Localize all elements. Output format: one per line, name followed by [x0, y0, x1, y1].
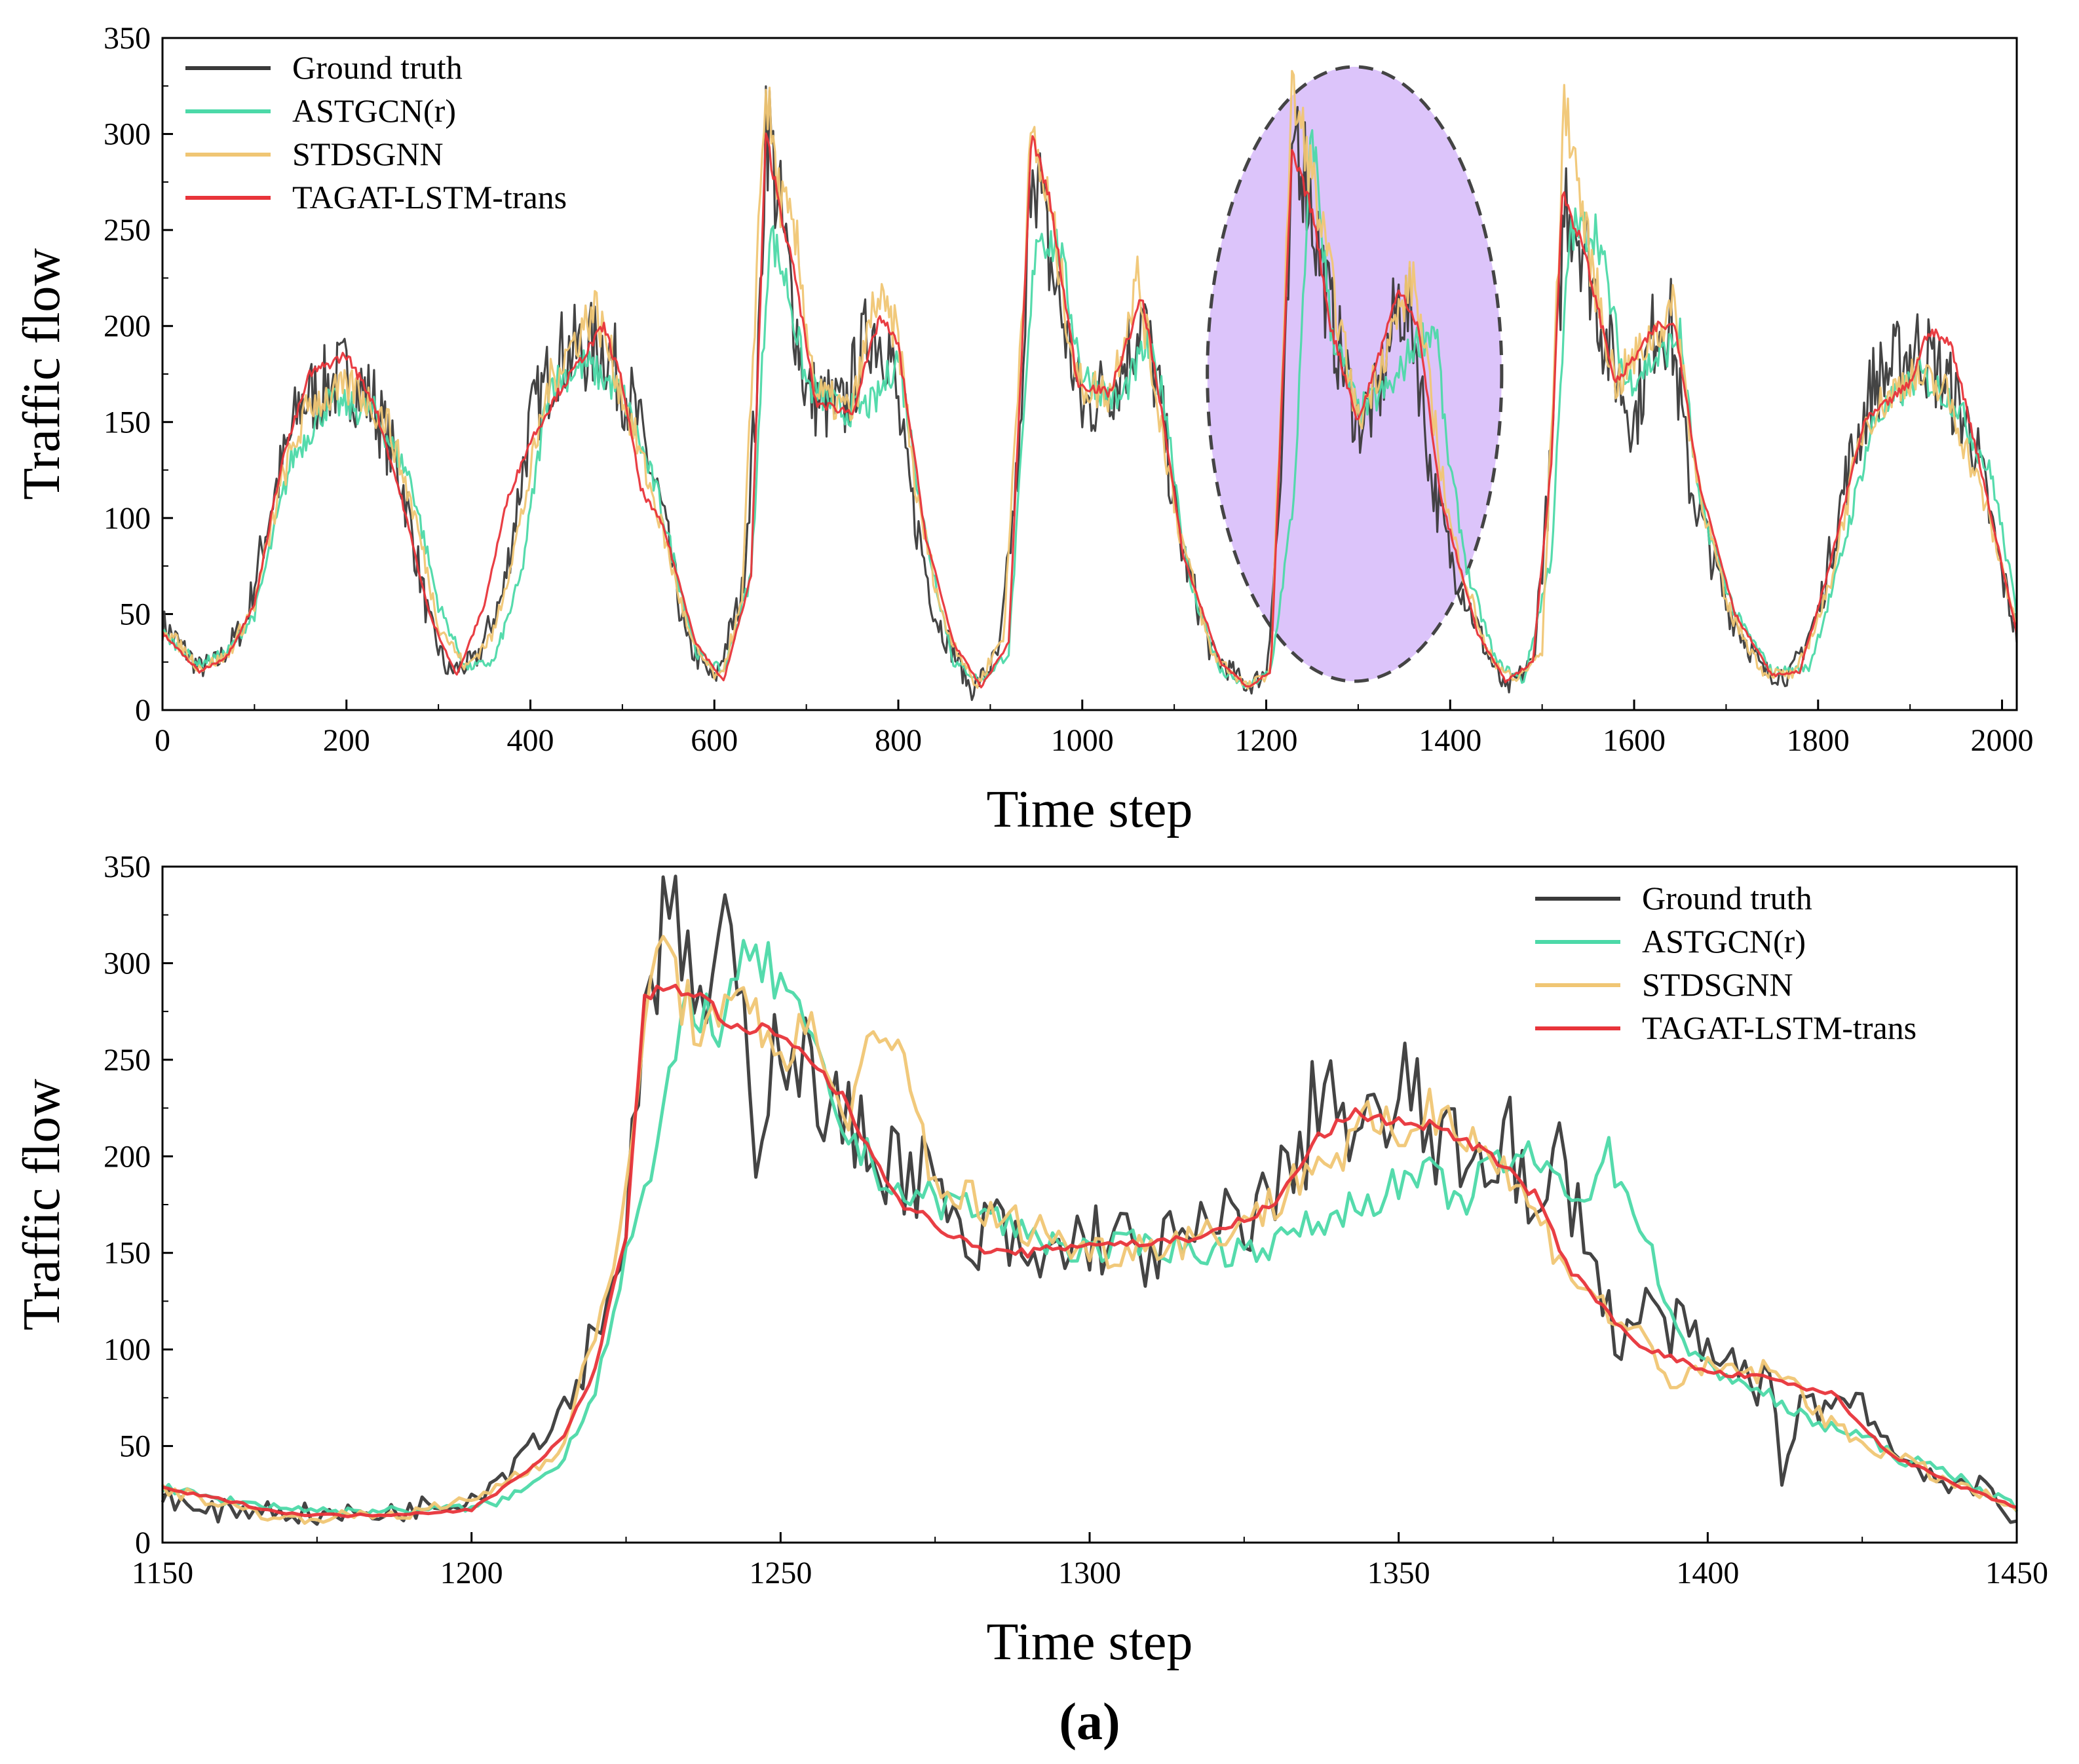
series-line-tagat-lstm-trans [161, 132, 2018, 688]
x-tick-label: 1600 [1603, 723, 1666, 758]
legend-label-tagat-lstm-trans: TAGAT-LSTM-trans [292, 179, 567, 216]
x-tick-label: 400 [507, 723, 554, 758]
x-tick-label: 200 [323, 723, 370, 758]
y-tick-label: 150 [104, 405, 151, 440]
bottom-series-lines [161, 874, 2019, 1526]
x-tick-label: 600 [691, 723, 738, 758]
y-tick-label: 300 [104, 117, 151, 152]
legend-label-stdsgnn: STDSGNN [292, 136, 444, 172]
legend-label-ground-truth: Ground truth [1642, 880, 1812, 916]
top-tick-labels: 0 200 400 600 800 1000 1200 1400 1600 1800 2000 0 50… [104, 21, 2034, 758]
x-tick-label: 1400 [1676, 1556, 1739, 1590]
bottom-chart-panel: 1150 1200 1250 1300 1350 1400 1450 0 50 100 150 200… [13, 850, 2048, 1671]
x-tick-label: 1800 [1787, 723, 1850, 758]
y-tick-label: 100 [104, 1332, 151, 1367]
legend-label-astgcn: ASTGCN(r) [292, 92, 456, 129]
highlight-ellipse [1206, 65, 1504, 683]
series-line-tagat-lstm-trans [162, 983, 2017, 1518]
x-tick-label: 1250 [749, 1556, 812, 1590]
y-tick-label: 250 [104, 213, 151, 248]
y-tick-label: 250 [104, 1043, 151, 1078]
bottom-plot-frame [161, 865, 2018, 1544]
series-line-stdsgnn [161, 69, 2017, 690]
top-series-lines [161, 69, 2018, 702]
x-tick-label: 1450 [1985, 1556, 2048, 1590]
y-tick-label: 350 [104, 21, 151, 56]
bottom-legend: Ground truth ASTGCN(r) STDSGNN TAGAT-LST… [1535, 880, 1917, 1046]
top-y-axis-label: Traffic flow [13, 248, 71, 500]
top-plot-frame [161, 37, 2018, 711]
y-tick-label: 0 [135, 1526, 151, 1560]
figure-caption: (a) [1059, 1693, 1120, 1751]
x-tick-label: 2000 [1971, 723, 2034, 758]
legend-label-ground-truth: Ground truth [292, 49, 463, 86]
x-tick-label: 1300 [1058, 1556, 1121, 1590]
bottom-x-axis-label: Time step [987, 1613, 1193, 1671]
x-tick-label: 1200 [440, 1556, 503, 1590]
x-tick-label: 1350 [1367, 1556, 1430, 1590]
top-chart-panel: 0 200 400 600 800 1000 1200 1400 1600 1800 2000 0 50… [13, 21, 2034, 838]
legend-label-tagat-lstm-trans: TAGAT-LSTM-trans [1642, 1009, 1917, 1046]
y-tick-label: 200 [104, 309, 151, 344]
y-tick-label: 50 [119, 1429, 151, 1464]
top-legend: Ground truth ASTGCN(r) STDSGNN TAGAT-LST… [185, 49, 567, 216]
x-tick-label: 1400 [1419, 723, 1481, 758]
legend-label-stdsgnn: STDSGNN [1642, 966, 1793, 1003]
bottom-y-axis-label: Traffic flow [13, 1079, 71, 1331]
x-tick-label: 1200 [1235, 723, 1298, 758]
y-tick-label: 350 [104, 850, 151, 884]
y-tick-label: 200 [104, 1139, 151, 1174]
y-tick-label: 0 [135, 693, 151, 728]
y-tick-label: 150 [104, 1236, 151, 1271]
top-x-axis-label: Time step [987, 781, 1193, 838]
y-tick-label: 50 [119, 597, 151, 631]
series-line-stdsgnn [161, 935, 2018, 1525]
x-tick-label: 0 [155, 723, 170, 758]
bottom-tick-labels: 1150 1200 1250 1300 1350 1400 1450 0 50 100 150 200… [104, 850, 2048, 1590]
x-tick-label: 800 [875, 723, 922, 758]
x-tick-label: 1000 [1051, 723, 1114, 758]
x-tick-label: 1150 [132, 1556, 193, 1590]
y-tick-label: 300 [104, 946, 151, 981]
y-tick-label: 100 [104, 501, 151, 536]
legend-label-astgcn: ASTGCN(r) [1642, 923, 1806, 960]
series-line-ground-truth [161, 874, 2017, 1526]
